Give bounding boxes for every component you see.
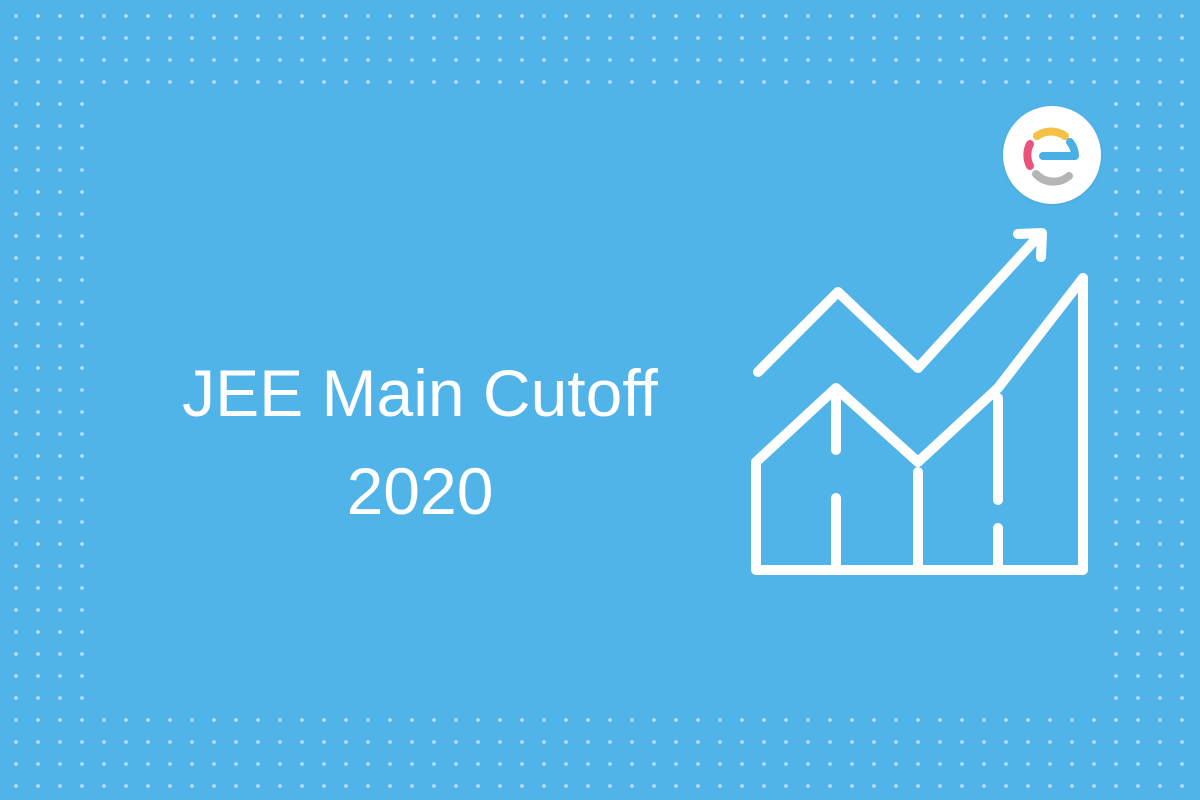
chart-outline: [751, 273, 1088, 575]
logo-e-svg: [1023, 127, 1080, 186]
growth-chart-icon: [751, 228, 1088, 575]
logo-arc-gray: [1032, 170, 1073, 186]
logo-arc-blue: [1039, 138, 1080, 160]
title-line-1: JEE Main Cutoff: [182, 356, 658, 431]
logo-arc-yellow: [1033, 127, 1069, 140]
logo-arc-pink: [1023, 140, 1034, 170]
trend-arrow-head: [1013, 228, 1047, 262]
embibe-logo-icon: [1003, 106, 1101, 204]
trend-line: [753, 235, 1040, 377]
banner-panel: [92, 90, 1102, 708]
title-line-2: 2020: [346, 454, 494, 529]
page-title: JEE Main Cutoff 2020: [120, 344, 720, 540]
